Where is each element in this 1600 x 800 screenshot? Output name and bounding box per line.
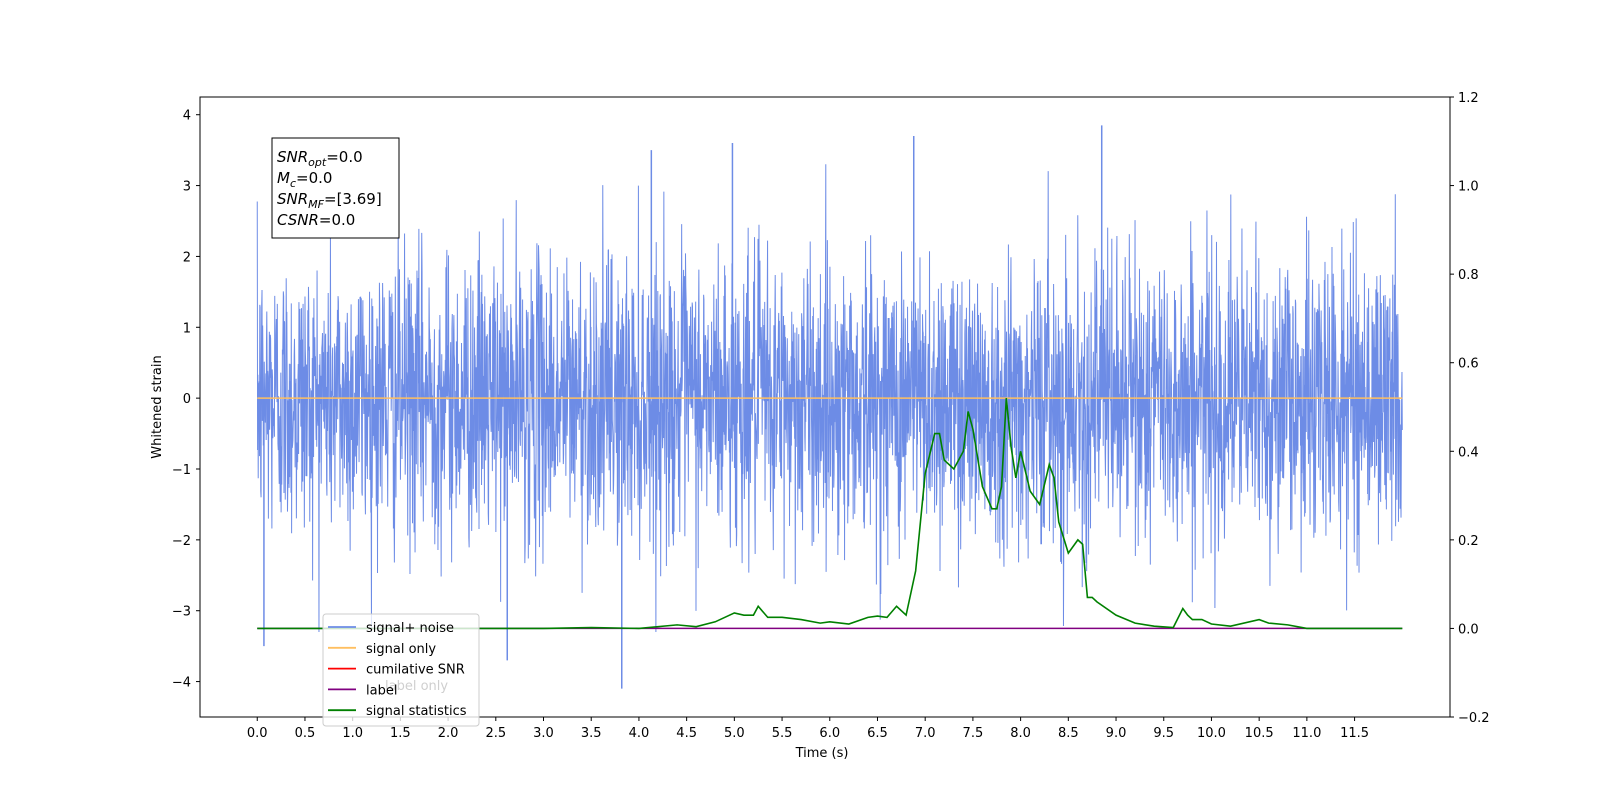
annotation-subscript: opt [308,156,327,169]
y-axis-label: Whitened strain [150,355,165,458]
signal-noise-series [256,125,1403,689]
signal-noise-line [256,164,1403,632]
annotation-line: SNRopt=0.0 [277,148,363,169]
x-tick-label: 2.0 [438,726,459,741]
y-right-tick-label: 0.6 [1458,357,1479,372]
x-tick-label: 5.0 [724,726,745,741]
annotation-subscript: c [290,177,296,190]
y-right-tick-label: −0.2 [1458,711,1490,726]
y-tick-label: 1 [183,321,191,336]
signal-statistics-line [257,398,1403,630]
x-tick-label: 2.5 [485,726,506,741]
y-right-tick-label: 0.8 [1458,268,1479,283]
annotation-line: SNRMF=[3.69] [277,190,382,211]
y-tick-label: 2 [183,250,191,265]
y-right-tick-label: 1.0 [1458,180,1479,195]
legend-label: label [366,683,397,698]
x-tick-label: 6.0 [819,726,840,741]
annotation-line: Mc=0.0 [277,169,332,190]
x-axis-ticks: 0.0 0.5 1.0 1.5 2.0 2.5 3.0 3.5 4.0 4.5 5.0 5.5 6.0 6… [247,717,1369,741]
x-tick-label: 0.0 [247,726,268,741]
x-tick-label: 11.0 [1292,726,1321,741]
x-tick-label: 0.5 [295,726,316,741]
x-tick-label: 10.0 [1197,726,1226,741]
x-tick-label: 10.5 [1245,726,1274,741]
y-tick-label: −2 [172,534,191,549]
x-tick-label: 3.0 [533,726,554,741]
x-tick-label: 9.0 [1106,726,1127,741]
annotation-symbol: SNR [277,148,308,166]
signal-statistics-series [257,398,1403,630]
y-tick-label: −1 [172,463,191,478]
plot-area [256,125,1403,689]
y-right-tick-label: 0.2 [1458,534,1479,549]
y-tick-label: −4 [172,676,191,691]
legend-label: cumilative SNR [366,663,465,678]
y-tick-label: −3 [172,605,191,620]
x-tick-label: 7.5 [963,726,984,741]
x-tick-label: 6.5 [867,726,888,741]
annotation-line: CSNR=0.0 [277,211,355,229]
annotation-symbol: SNR [277,190,308,208]
plot-frame [199,96,1451,718]
y-tick-label: 4 [183,109,191,124]
annotation-frame [271,137,400,239]
annotation-value: =0.0 [326,148,362,166]
x-tick-label: 3.5 [581,726,602,741]
x-tick-label: 4.0 [629,726,650,741]
y-axis-right-ticks: 1.2 1.0 0.8 0.6 0.4 0.2 0.0 −0.2 [1450,91,1490,726]
x-tick-label: 5.5 [772,726,793,741]
y-tick-label: 0 [183,392,191,407]
legend-label: signal only [366,642,436,657]
x-tick-label: 8.5 [1058,726,1079,741]
legend-label: signal+ noise [366,621,454,636]
y-right-tick-label: 0.0 [1458,622,1479,637]
x-tick-label: 11.5 [1340,726,1369,741]
x-tick-label: 4.5 [676,726,697,741]
x-tick-label: 1.5 [390,726,411,741]
legend: label only signal+ noise signal only cumila… [322,613,480,727]
legend-label: signal statistics [366,704,467,719]
y-tick-label: 3 [183,180,191,195]
annotation-symbol: M [277,169,290,187]
annotation-value: =0.0 [296,169,332,187]
x-tick-label: 8.0 [1010,726,1031,741]
y-axis-ticks: 4 3 2 1 0 −1 −2 −3 −4 [172,109,200,691]
annotation-symbol: CSNR [277,211,319,229]
annotation-value: =0.0 [319,211,355,229]
legend-overlapped-text: label only [385,679,448,694]
x-axis-label: Time (s) [795,746,849,761]
annotation-value: =[3.69] [324,190,382,208]
x-tick-label: 1.0 [342,726,363,741]
y-right-tick-label: 0.4 [1458,445,1479,460]
y-right-tick-label: 1.2 [1458,91,1479,106]
x-tick-label: 9.5 [1153,726,1174,741]
legend-frame [322,613,480,727]
x-tick-label: 7.0 [915,726,936,741]
annotation-subscript: MF [308,198,324,211]
